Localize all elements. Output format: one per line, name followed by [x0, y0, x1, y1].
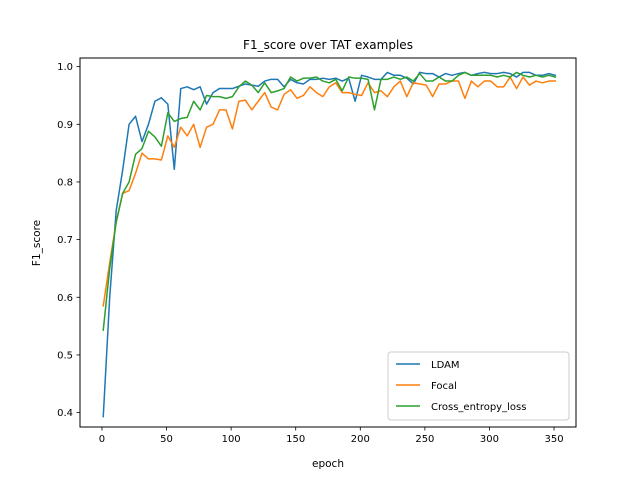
y-tick-label: 0.7 — [57, 235, 73, 246]
series-line-0 — [102, 71, 557, 418]
x-tick-label: 100 — [222, 434, 241, 445]
series-line-2 — [102, 71, 557, 331]
x-tick-label: 200 — [351, 434, 370, 445]
plot-frame — [79, 57, 577, 428]
x-tick-label: 150 — [286, 434, 305, 445]
y-tick-label: 0.5 — [57, 350, 73, 361]
x-axis-label: epoch — [312, 458, 344, 470]
x-tick-label: 0 — [99, 434, 105, 445]
x-tick-label: 50 — [160, 434, 173, 445]
ticks-layer: 0 50 100 150 200 250 300 350 0.4 0.5 0.6 0.7 0.8 0.9 1… — [57, 62, 563, 445]
legend: LDAM Focal Cross_entropy_loss — [387, 351, 570, 421]
y-tick-label: 0.6 — [57, 293, 73, 304]
chart-title: F1_score over TAT examples — [243, 38, 413, 52]
legend-frame — [387, 351, 570, 421]
x-tick-label: 350 — [544, 434, 563, 445]
series-line-1 — [102, 76, 557, 307]
y-tick-label: 0.9 — [57, 120, 73, 131]
legend-label-1: Focal — [431, 381, 457, 392]
y-tick-label: 0.8 — [57, 177, 73, 188]
y-tick-label: 1.0 — [57, 62, 73, 73]
legend-label-2: Cross_entropy_loss — [431, 402, 526, 413]
x-tick-label: 250 — [415, 434, 434, 445]
y-tick-label: 0.4 — [57, 408, 73, 419]
series-layer — [102, 71, 557, 418]
legend-label-0: LDAM — [431, 360, 460, 371]
x-tick-label: 300 — [480, 434, 499, 445]
y-axis-label: F1_score — [31, 220, 43, 266]
